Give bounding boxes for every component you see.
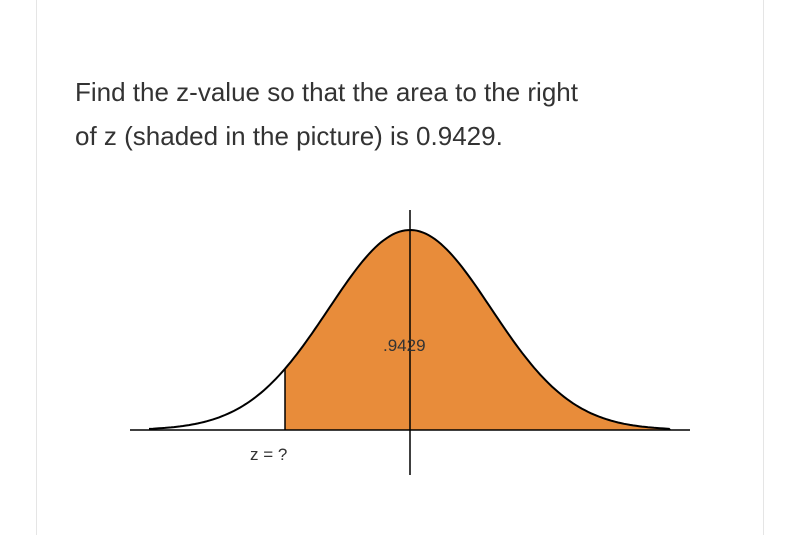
normal-distribution-chart: .9429 z = ? xyxy=(130,195,690,485)
question-line-1: Find the z-value so that the area to the… xyxy=(75,70,725,114)
question-line-2: of z (shaded in the picture) is 0.9429. xyxy=(75,114,725,158)
area-value-label: .9429 xyxy=(383,336,426,356)
question-block: Find the z-value so that the area to the… xyxy=(75,70,725,158)
z-value-label: z = ? xyxy=(250,445,287,465)
shaded-area xyxy=(285,230,670,430)
panel-border-right xyxy=(763,0,764,535)
panel-border-left xyxy=(36,0,37,535)
